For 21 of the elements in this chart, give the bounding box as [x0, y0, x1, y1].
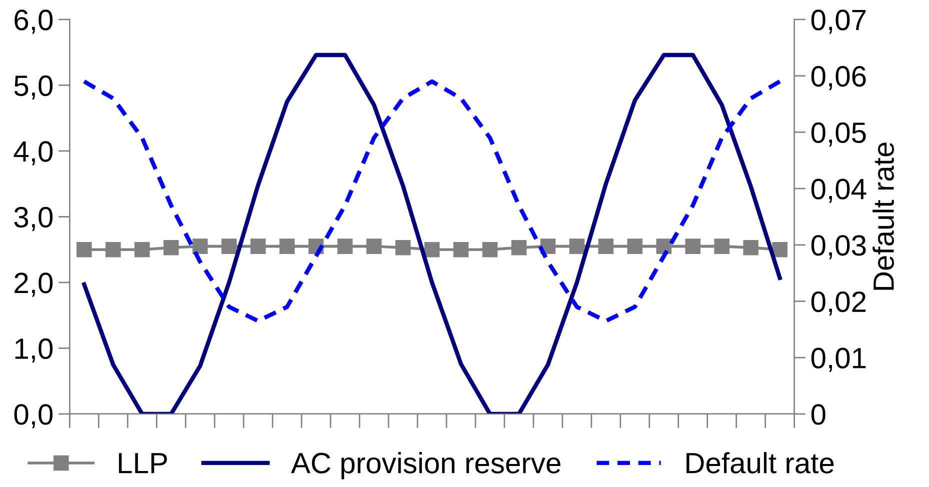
y2-tick-label: 0,01 [811, 348, 866, 372]
legend-label: AC provision reserve [291, 452, 560, 480]
legend-label: LLP [118, 453, 167, 474]
y2-tick-label: 0,07 [811, 10, 866, 34]
legend-label: Default rate [686, 452, 834, 474]
y2-tick-label: 0,02 [811, 291, 866, 316]
y2-axis-title: Default rate [872, 142, 894, 290]
y2-tick-label: 0,03 [811, 235, 866, 260]
y-tick-label: 4,0 [14, 141, 53, 166]
y-tick-label: 5,0 [14, 75, 53, 100]
y2-tick-label: 0,05 [811, 122, 866, 146]
y-tick-label: 1,0 [15, 338, 53, 363]
y2-tick-label: 0,06 [811, 66, 866, 90]
y-tick-label: 2,0 [14, 272, 53, 297]
y-tick-label: 3,0 [14, 206, 53, 232]
y-tick-label: 0,0 [14, 404, 53, 428]
y2-tick-label: 0 [811, 404, 826, 425]
y2-tick-label: 0,04 [811, 178, 866, 203]
line-series [82, 52, 782, 414]
line-series [82, 79, 782, 324]
y-tick-label: 6,0 [14, 10, 53, 34]
